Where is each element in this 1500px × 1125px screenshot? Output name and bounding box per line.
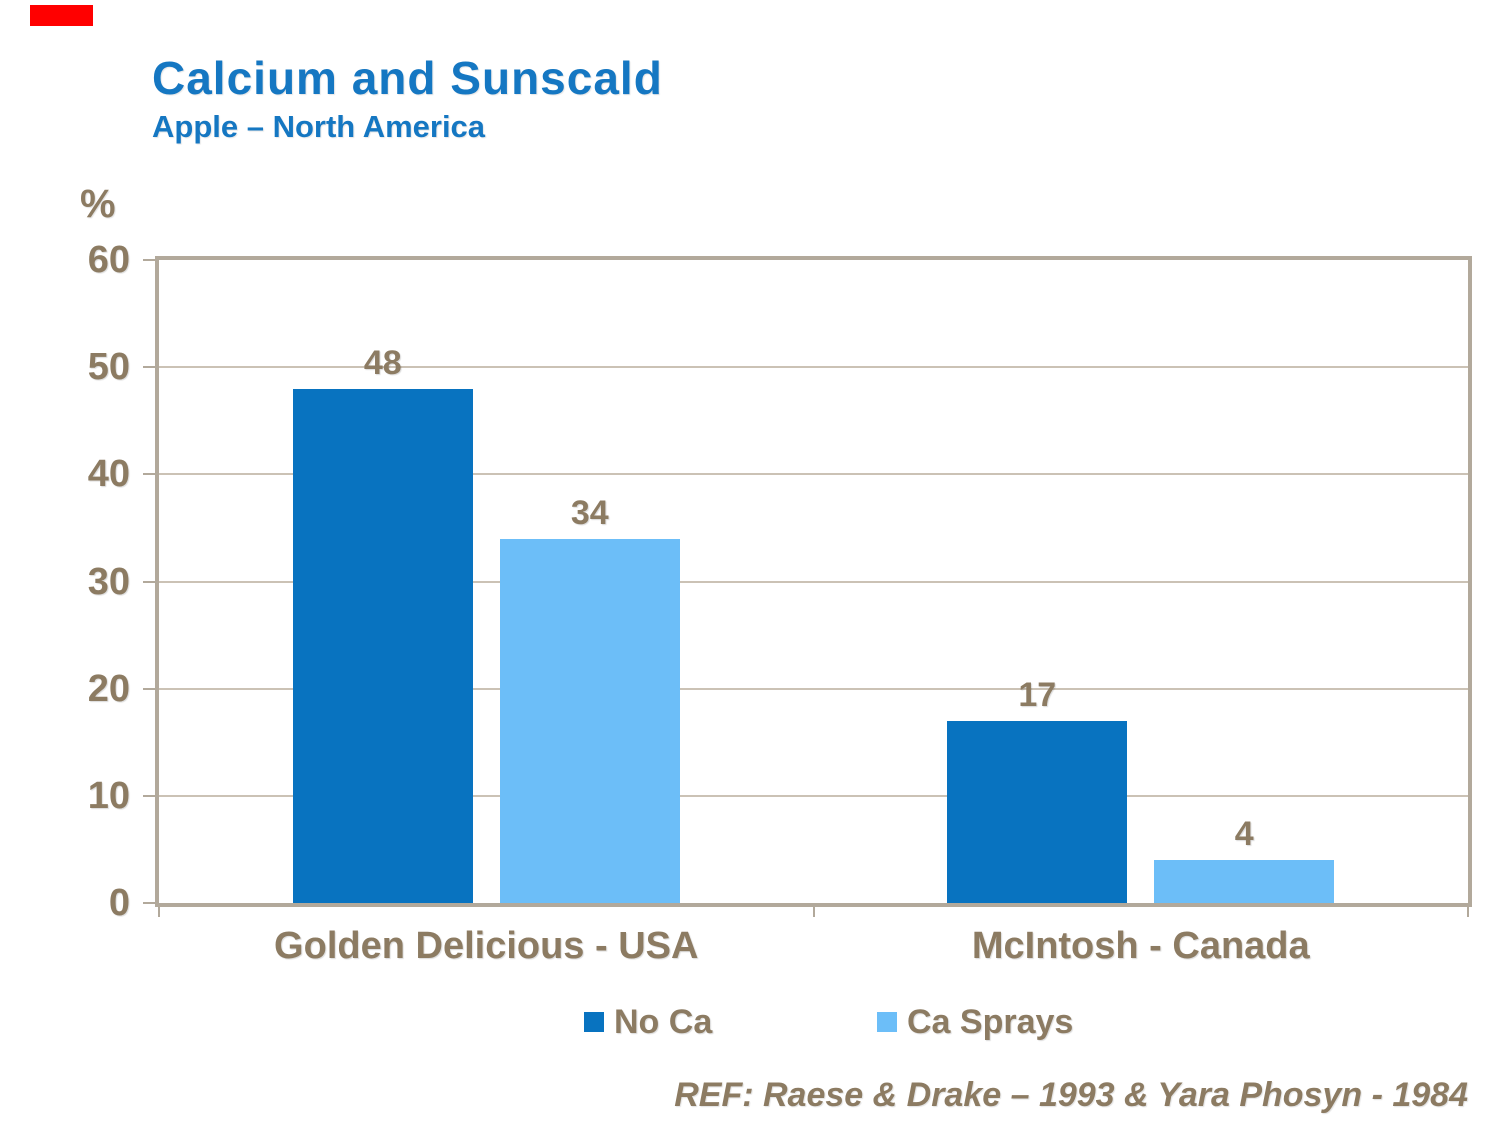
- legend-swatch-ca-sprays: [877, 1012, 897, 1032]
- gridline-30: [159, 580, 1468, 583]
- bar-value-label: 17: [1018, 675, 1057, 714]
- category-label-1: McIntosh - Canada: [971, 925, 1310, 967]
- x-tick-mark-0: [158, 905, 160, 917]
- y-tick-mark-0: [143, 902, 156, 904]
- bar-no-ca-1: [947, 720, 1128, 903]
- gridline-50: [159, 366, 1468, 369]
- y-tick-label-60: 60: [87, 239, 130, 281]
- legend-label-ca-sprays: Ca Sprays: [907, 1002, 1074, 1041]
- bar-ca-sprays-0: [499, 538, 680, 903]
- gridline-10: [159, 794, 1468, 797]
- legend-label-no-ca: No Ca: [614, 1002, 713, 1041]
- bar-value-label: 34: [570, 493, 609, 532]
- red-marker: [30, 5, 93, 26]
- chart-subtitle: Apple – North America: [152, 109, 486, 144]
- y-tick-mark-40: [143, 473, 156, 476]
- y-tick-mark-30: [143, 580, 156, 583]
- bar-no-ca-0: [292, 388, 473, 903]
- y-axis-unit-label: %: [80, 182, 116, 226]
- legend-swatch-no-ca: [584, 1012, 604, 1032]
- bar-value-label: 48: [363, 343, 402, 382]
- y-tick-label-50: 50: [87, 346, 130, 389]
- y-tick-label-30: 30: [87, 560, 130, 603]
- legend-item-ca-sprays: Ca Sprays: [877, 1002, 1073, 1042]
- y-tick-label-0: 0: [108, 882, 130, 924]
- y-tick-mark-50: [143, 366, 156, 369]
- y-tick-label-10: 10: [87, 774, 130, 817]
- y-tick-label-40: 40: [87, 453, 130, 496]
- plot-area: 48 34 17 4: [155, 256, 1472, 907]
- bar-ca-sprays-1: [1154, 860, 1335, 903]
- chart-header: Calcium and Sunscald Apple – North Ameri…: [152, 54, 663, 143]
- bar-value-label: 4: [1234, 815, 1254, 854]
- x-tick-mark-1: [812, 905, 815, 917]
- chart-title: Calcium and Sunscald: [152, 52, 663, 104]
- reference-note: REF: Raese & Drake – 1993 & Yara Phosyn …: [674, 1076, 1468, 1114]
- gridline-40: [159, 473, 1468, 476]
- y-tick-label-20: 20: [87, 667, 130, 710]
- y-tick-mark-10: [143, 794, 156, 797]
- category-label-0: Golden Delicious - USA: [274, 925, 699, 967]
- gridline-20: [159, 687, 1468, 690]
- y-tick-mark-20: [143, 687, 156, 690]
- x-tick-mark-2: [1467, 905, 1469, 917]
- y-tick-mark-60: [143, 259, 156, 261]
- legend-item-no-ca: No Ca: [584, 1002, 712, 1042]
